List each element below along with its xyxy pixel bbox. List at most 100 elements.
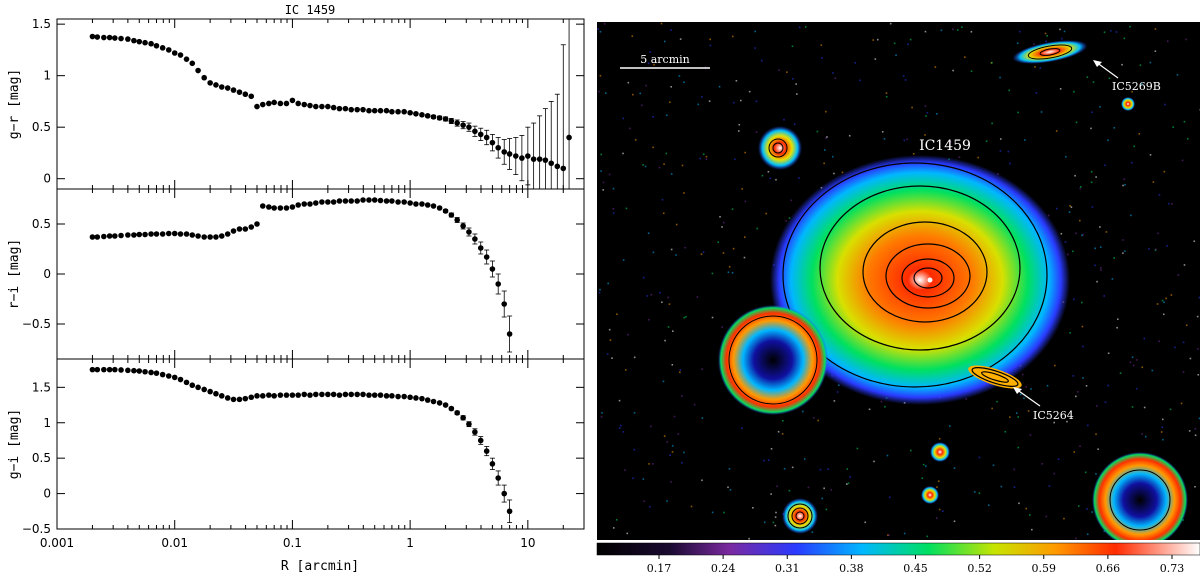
data-point: [277, 205, 284, 211]
data-point: [201, 386, 207, 393]
noise-speck: [597, 28, 600, 30]
data-point: [519, 155, 525, 161]
noise-speck: [734, 158, 736, 161]
data-point: [183, 379, 190, 386]
data-point: [148, 231, 154, 237]
data-point: [495, 281, 501, 287]
noise-speck: [1158, 340, 1161, 343]
noise-speck: [1091, 511, 1093, 513]
noise-speck: [693, 403, 696, 406]
noise-speck: [754, 30, 757, 33]
data-point: [106, 34, 113, 41]
noise-speck: [612, 207, 615, 210]
noise-speck: [1183, 120, 1186, 123]
data-point: [442, 402, 449, 408]
noise-speck: [776, 485, 778, 488]
noise-speck: [953, 467, 956, 470]
noise-speck: [1103, 295, 1105, 297]
noise-speck: [721, 326, 724, 328]
noise-speck: [671, 445, 674, 447]
noise-speck: [622, 152, 624, 155]
noise-speck: [653, 63, 655, 66]
noise-speck: [599, 288, 601, 291]
noise-speck: [1009, 162, 1011, 165]
noise-speck: [1163, 170, 1166, 173]
data-point: [271, 393, 277, 399]
noise-speck: [622, 259, 625, 261]
noise-speck: [1008, 416, 1011, 418]
noise-speck: [904, 79, 907, 81]
noise-speck: [837, 384, 840, 387]
noise-speck: [670, 248, 673, 251]
noise-speck: [666, 114, 668, 117]
data-point: [301, 391, 308, 398]
data-point: [483, 254, 490, 260]
data-point: [125, 367, 131, 374]
noise-speck: [701, 368, 703, 370]
noise-speck: [755, 100, 758, 103]
data-point: [448, 118, 455, 124]
noise-speck: [912, 152, 915, 155]
noise-speck: [662, 380, 665, 383]
left-ring-source: [718, 305, 828, 415]
noise-speck: [1048, 485, 1051, 487]
noise-speck: [671, 451, 674, 453]
data-point: [94, 366, 101, 373]
noise-speck: [1165, 297, 1167, 300]
data-point: [389, 198, 395, 204]
data-point: [230, 396, 237, 403]
data-point: [395, 199, 401, 205]
panel-g-i: 1.5 1 0.5 0 −0.50.001 0.01 0.1 1 10 g−i [mag] R …: [7, 358, 585, 574]
data-point: [106, 233, 113, 239]
data-point: [259, 393, 266, 399]
data-point: [395, 393, 401, 400]
noise-speck: [1110, 30, 1112, 32]
data-point: [131, 232, 137, 238]
noise-speck: [1193, 240, 1196, 243]
data-point: [395, 108, 401, 115]
noise-speck: [609, 339, 612, 341]
data-point: [424, 202, 431, 208]
noise-speck: [1072, 250, 1074, 253]
noise-speck: [1025, 507, 1028, 510]
noise-speck: [868, 408, 871, 411]
noise-speck: [783, 467, 786, 470]
noise-speck: [1189, 357, 1192, 360]
noise-speck: [1099, 226, 1101, 228]
noise-speck: [743, 256, 746, 259]
data-point: [171, 50, 178, 56]
data-point: [336, 198, 343, 204]
noise-speck: [889, 22, 892, 25]
data-point: [183, 56, 190, 62]
noise-speck: [1095, 176, 1097, 178]
noise-speck: [1129, 361, 1132, 363]
data-point: [165, 47, 172, 53]
data-point: [207, 388, 213, 395]
upper-left-star-contours: [768, 138, 788, 158]
data-point: [506, 331, 513, 337]
noise-speck: [1130, 161, 1133, 164]
data-point: [407, 200, 413, 206]
noise-speck: [602, 181, 605, 184]
noise-speck: [823, 487, 825, 490]
noise-speck: [821, 57, 823, 59]
noise-speck: [996, 400, 998, 403]
data-point: [548, 160, 555, 167]
data-point: [506, 151, 513, 157]
data-point: [501, 490, 508, 497]
noise-speck: [731, 208, 734, 210]
data-point: [283, 100, 290, 107]
noise-speck: [924, 105, 927, 107]
data-point: [354, 198, 360, 204]
noise-speck: [648, 505, 651, 508]
noise-speck: [1096, 280, 1098, 283]
noise-speck: [1029, 514, 1031, 516]
noise-speck: [1015, 412, 1018, 414]
noise-speck: [783, 118, 785, 121]
data-point: [325, 391, 331, 398]
data-point: [277, 392, 284, 398]
noise-speck: [690, 505, 693, 508]
noise-speck: [1041, 463, 1044, 465]
bottom-right-ring-source: [1092, 452, 1188, 540]
data-point: [389, 108, 395, 115]
